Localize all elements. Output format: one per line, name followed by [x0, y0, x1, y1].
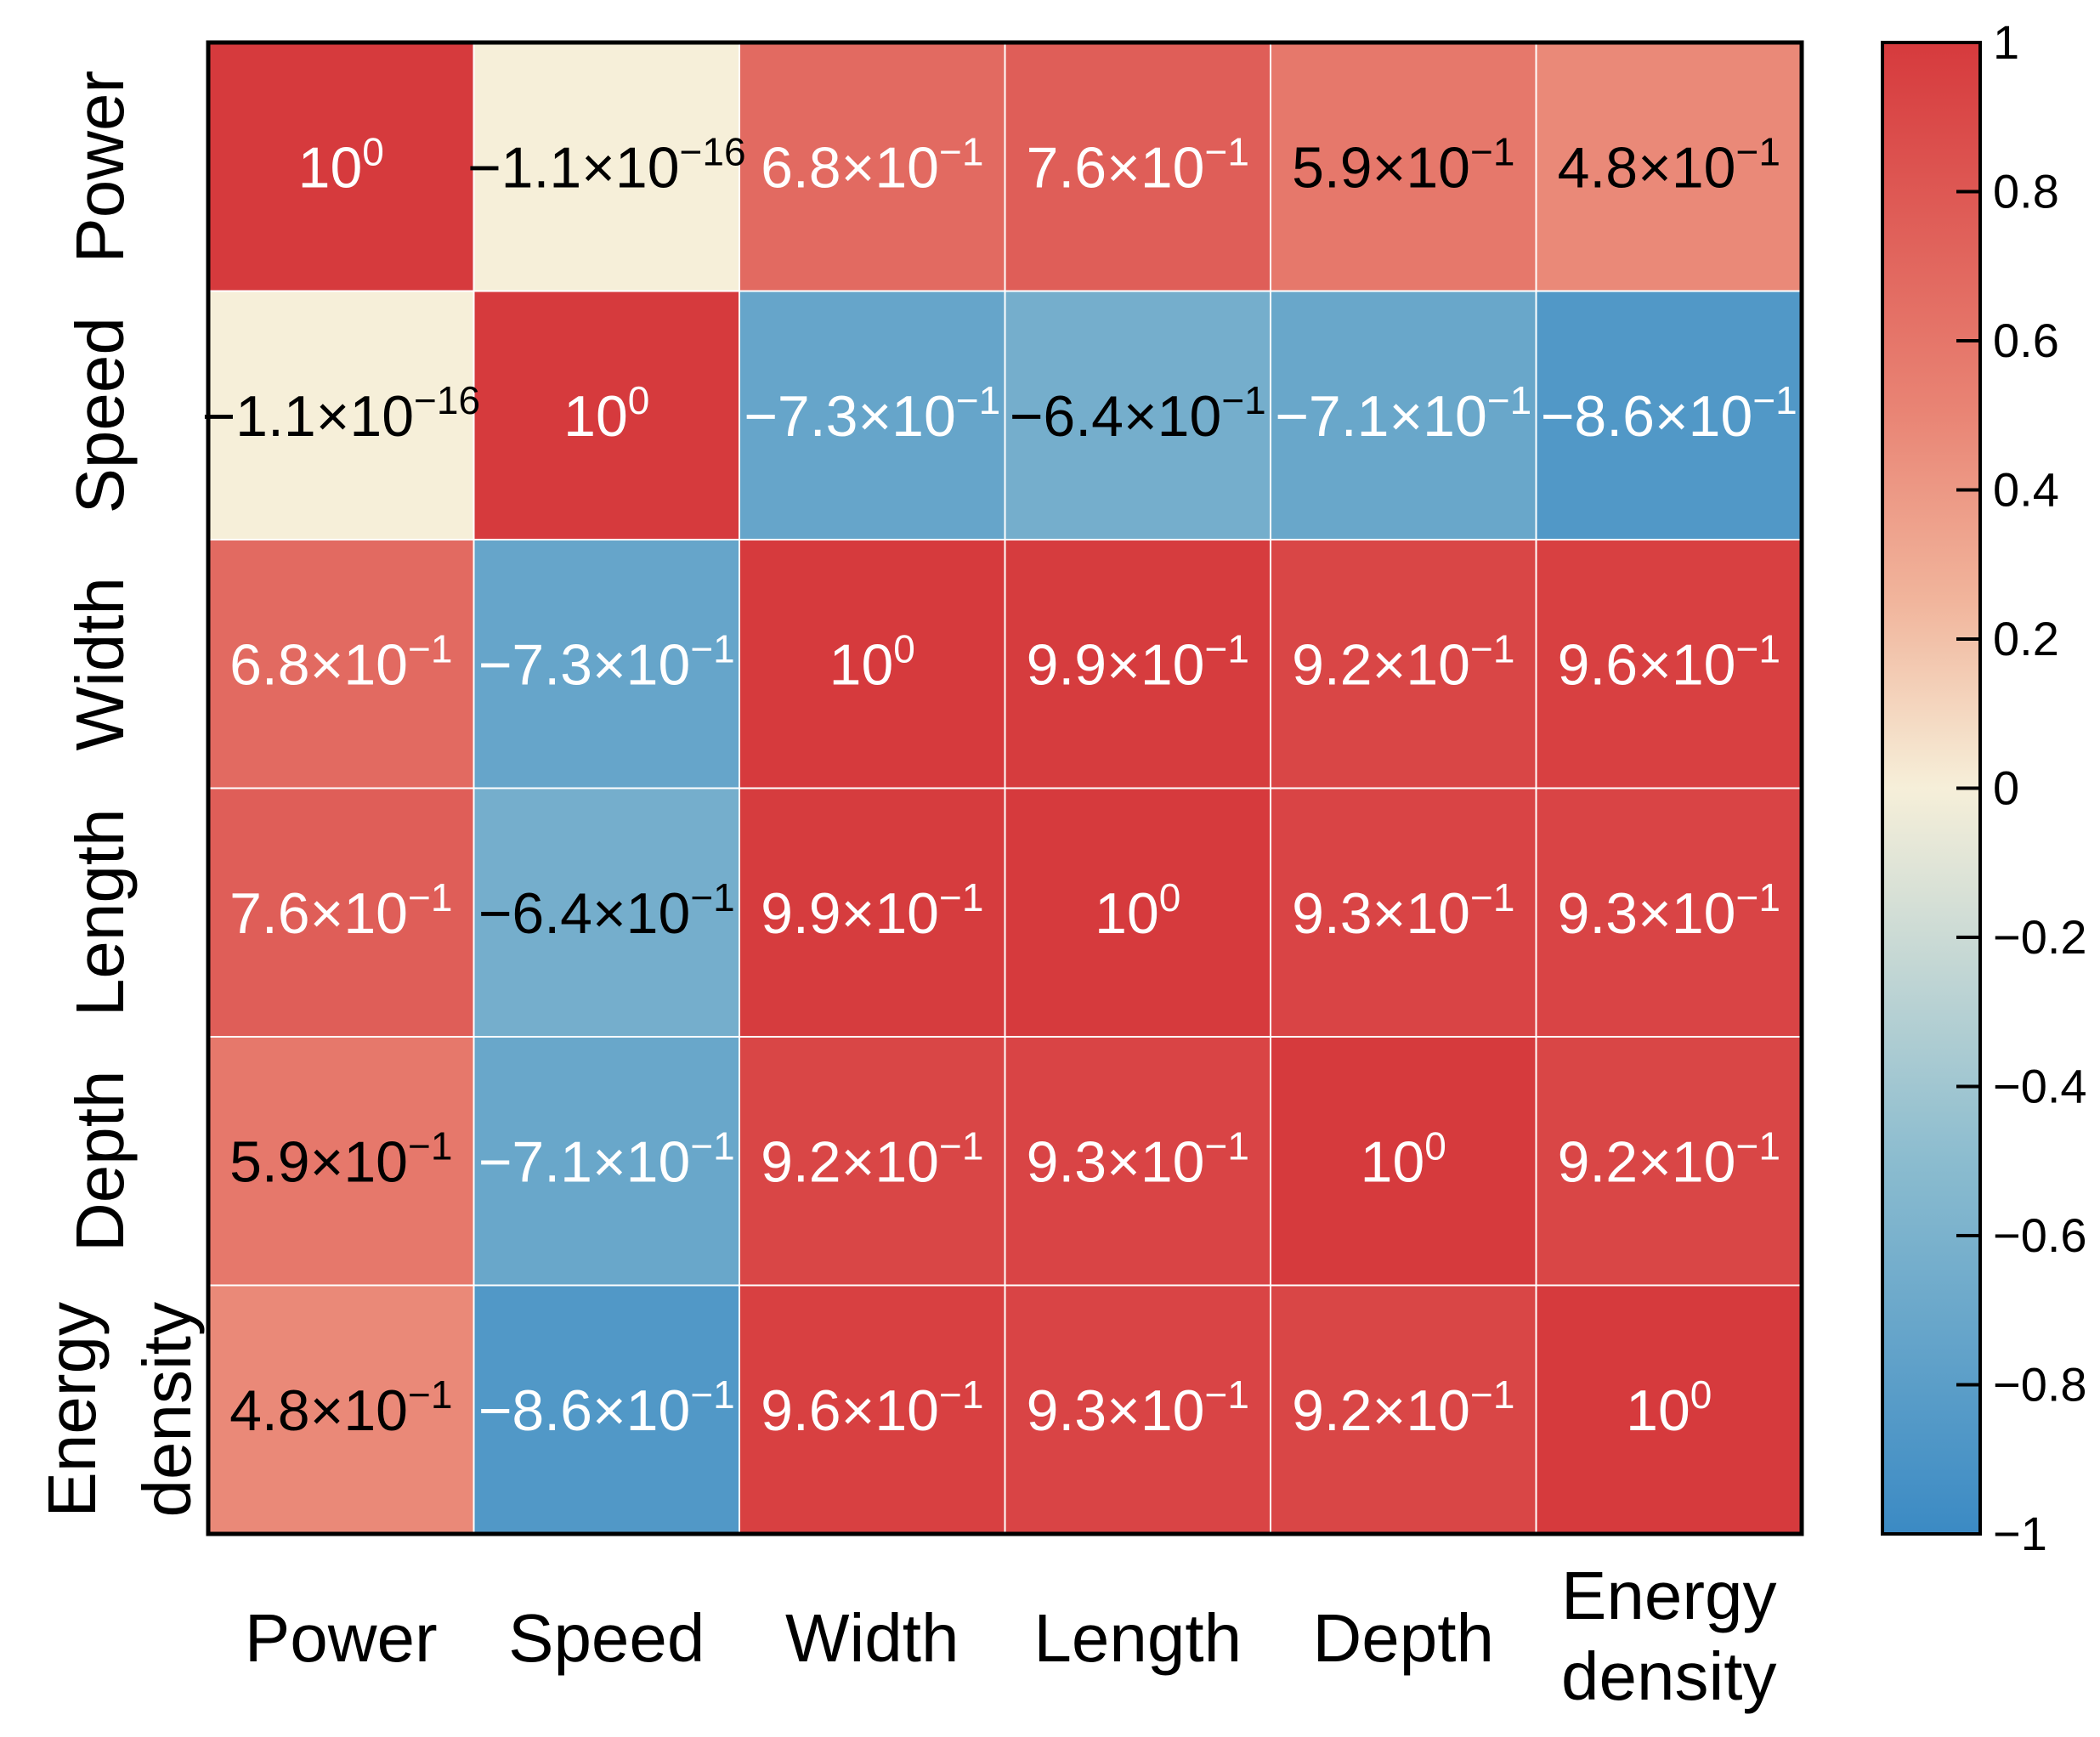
cell-value-label: 7.6×10−1	[229, 875, 452, 946]
row-label: Power	[62, 71, 138, 263]
cell-value-label: −8.6×10−1	[478, 1372, 735, 1443]
row-labels: Power Speed Width Length Depth Energy density	[34, 71, 205, 1518]
row-label: Speed	[62, 317, 138, 513]
colorbar-ticks: 1 0.8 0.6 0.4 0.2 0 −0.2 −0.4 −0.6 −0.8 −1	[1956, 15, 2087, 1560]
heatmap-cell	[207, 42, 475, 292]
heatmap-cell	[1270, 539, 1537, 789]
heatmap-cell	[739, 787, 1006, 1038]
heatmap-cell	[207, 787, 475, 1038]
cell-value-label: 9.3×10−1	[1027, 1123, 1249, 1194]
cell-value-label: 4.8×10−1	[229, 1372, 452, 1443]
heatmap-cell	[1004, 539, 1271, 789]
cell-value-label: 5.9×10−1	[1292, 129, 1514, 200]
cell-value-label: 9.2×10−1	[1292, 626, 1514, 697]
colorbar-tick-label: 0	[1993, 761, 2019, 815]
colorbar-tick-label: −1	[1993, 1507, 2047, 1560]
heatmap-cell	[473, 787, 740, 1038]
cell-value-label: 100	[298, 129, 384, 200]
cell-value-label: −8.6×10−1	[1541, 378, 1797, 449]
row-label: Length	[62, 808, 138, 1016]
column-label: Speed	[508, 1600, 705, 1676]
colorbar-tick-label: 1	[1993, 15, 2019, 69]
heatmap-cell	[207, 290, 475, 540]
heatmap-cell	[1270, 42, 1537, 292]
column-label: Power	[245, 1600, 438, 1676]
cell-value-label: 5.9×10−1	[229, 1123, 452, 1194]
row-label: Depth	[62, 1071, 138, 1252]
cell-value-label: −7.1×10−1	[1275, 378, 1531, 449]
cell-value-label: 9.2×10−1	[761, 1123, 983, 1194]
colorbar-tick-label: 0.8	[1993, 165, 2059, 218]
colorbar-tick-label: −0.6	[1993, 1208, 2087, 1262]
cell-value-label: 7.6×10−1	[1027, 129, 1249, 200]
cell-value-label: 9.9×10−1	[761, 875, 983, 946]
column-label: Length	[1033, 1600, 1242, 1676]
cell-value-label: −7.3×10−1	[744, 378, 1000, 449]
cell-value-label: −7.3×10−1	[478, 626, 735, 697]
colorbar-tick-label: −0.2	[1993, 910, 2087, 964]
row-label: Energy density	[34, 1302, 205, 1517]
heatmap-cell	[1004, 1036, 1271, 1287]
cell-value-label: 6.8×10−1	[229, 626, 452, 697]
colorbar-tick-label: −0.8	[1993, 1358, 2087, 1412]
heatmap-cell	[473, 539, 740, 789]
heatmap-cell	[207, 539, 475, 789]
cell-value-label: −1.1×10−16	[467, 129, 746, 200]
heatmap-cell	[1270, 1036, 1537, 1287]
cell-value-label: −1.1×10−16	[201, 378, 480, 449]
heatmap-cell	[1535, 539, 1803, 789]
cell-value-label: 9.9×10−1	[1027, 626, 1249, 697]
heatmap-cell	[1004, 290, 1271, 540]
heatmap-cell	[1535, 1284, 1803, 1535]
colorbar-tick-label: −0.4	[1993, 1060, 2087, 1113]
cell-value-label: 100	[1095, 875, 1180, 946]
heatmap-cell	[1270, 1284, 1537, 1535]
cell-value-label: 4.8×10−1	[1558, 129, 1780, 200]
heatmap-cell	[1535, 290, 1803, 540]
heatmap-cell	[473, 290, 740, 540]
heatmap-cell-labels: 100 −1.1×10−16 6.8×10−1 7.6×10−1 5.9×10−1 4.8…	[201, 129, 1797, 1443]
colorbar-tick-label: 0.6	[1993, 314, 2059, 367]
cell-value-label: 100	[1361, 1123, 1446, 1194]
heatmap-cell	[739, 1036, 1006, 1287]
cell-value-label: 9.3×10−1	[1558, 875, 1780, 946]
cell-value-label: 9.3×10−1	[1027, 1372, 1249, 1443]
heatmap-cell	[473, 42, 740, 292]
cell-value-label: 100	[563, 378, 649, 449]
cell-value-label: 100	[829, 626, 915, 697]
heatmap-cell	[1270, 787, 1537, 1038]
heatmap-cell	[1535, 42, 1803, 292]
cell-value-label: −6.4×10−1	[478, 875, 735, 946]
cell-value-label: 6.8×10−1	[761, 129, 983, 200]
heatmap-cell	[1004, 42, 1271, 292]
heatmap-cells	[207, 42, 1803, 1535]
cell-value-label: 9.2×10−1	[1558, 1123, 1780, 1194]
heatmap-cell	[207, 1284, 475, 1535]
heatmap-cell	[739, 539, 1006, 789]
heatmap-frame	[206, 40, 1804, 1536]
column-label: Width	[785, 1600, 959, 1676]
colorbar: 1 0.8 0.6 0.4 0.2 0 −0.2 −0.4 −0.6 −0.8 −1	[1881, 15, 2087, 1560]
cell-value-label: 9.6×10−1	[761, 1372, 983, 1443]
cell-value-label: −6.4×10−1	[1010, 378, 1266, 449]
cell-value-label: 9.2×10−1	[1292, 1372, 1514, 1443]
heatmap-cell	[1004, 787, 1271, 1038]
cell-value-label: 100	[1626, 1372, 1712, 1443]
cell-value-label: 9.6×10−1	[1558, 626, 1780, 697]
cell-value-label: 9.3×10−1	[1292, 875, 1514, 946]
column-labels: Power Speed Width Length Depth Energy density	[245, 1558, 1777, 1714]
colorbar-tick-label: 0.4	[1993, 463, 2059, 517]
row-label: Width	[62, 577, 138, 751]
colorbar-tick-label: 0.2	[1993, 612, 2059, 665]
column-label: Energy density	[1561, 1558, 1776, 1714]
column-label: Depth	[1313, 1600, 1494, 1676]
cell-value-label: −7.1×10−1	[478, 1123, 735, 1194]
heatmap-cell	[207, 1036, 475, 1287]
heatmap-cell	[1004, 1284, 1271, 1535]
